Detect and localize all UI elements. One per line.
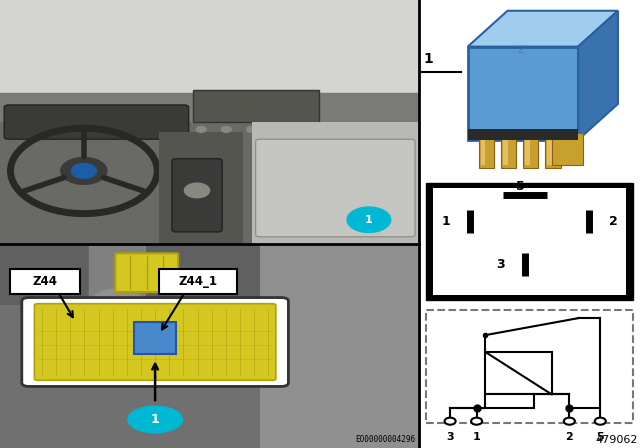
FancyBboxPatch shape [0, 0, 419, 244]
FancyBboxPatch shape [159, 132, 243, 244]
Text: 1: 1 [473, 432, 481, 442]
FancyBboxPatch shape [545, 133, 561, 168]
Text: 5: 5 [516, 181, 525, 194]
Circle shape [471, 418, 482, 425]
Circle shape [71, 164, 97, 178]
FancyBboxPatch shape [547, 136, 552, 165]
Text: 2: 2 [566, 432, 573, 442]
FancyBboxPatch shape [4, 105, 189, 139]
FancyBboxPatch shape [433, 189, 626, 295]
FancyBboxPatch shape [501, 133, 516, 168]
Text: 1: 1 [424, 52, 433, 66]
FancyBboxPatch shape [523, 133, 538, 168]
Circle shape [445, 418, 456, 425]
FancyBboxPatch shape [172, 159, 222, 232]
Text: 1: 1 [151, 413, 159, 426]
Circle shape [221, 126, 232, 132]
FancyBboxPatch shape [468, 47, 578, 140]
FancyBboxPatch shape [503, 136, 508, 165]
Circle shape [61, 158, 107, 184]
Text: Z: Z [518, 46, 524, 55]
Circle shape [595, 418, 606, 425]
FancyBboxPatch shape [479, 133, 494, 168]
FancyBboxPatch shape [88, 242, 147, 328]
Text: Z44_1: Z44_1 [179, 275, 218, 288]
FancyBboxPatch shape [0, 244, 419, 448]
FancyBboxPatch shape [486, 394, 534, 409]
FancyBboxPatch shape [481, 136, 486, 165]
Text: Z44: Z44 [33, 275, 58, 288]
Text: 1: 1 [365, 215, 372, 225]
Circle shape [297, 126, 307, 132]
FancyBboxPatch shape [260, 244, 419, 448]
FancyBboxPatch shape [159, 269, 237, 294]
Text: 2: 2 [609, 215, 618, 228]
Text: 5: 5 [596, 432, 604, 442]
FancyBboxPatch shape [426, 183, 634, 301]
Polygon shape [468, 11, 618, 47]
Circle shape [564, 418, 575, 425]
FancyBboxPatch shape [10, 269, 79, 294]
Text: 1: 1 [442, 215, 450, 228]
FancyBboxPatch shape [486, 352, 552, 394]
Circle shape [128, 406, 182, 433]
FancyBboxPatch shape [252, 122, 419, 244]
FancyBboxPatch shape [115, 253, 178, 292]
Circle shape [271, 126, 282, 132]
Polygon shape [0, 93, 419, 132]
Circle shape [184, 183, 210, 198]
Text: 3: 3 [497, 258, 505, 271]
Circle shape [246, 126, 257, 132]
FancyBboxPatch shape [193, 90, 319, 122]
Polygon shape [578, 11, 618, 140]
FancyBboxPatch shape [0, 244, 260, 306]
FancyBboxPatch shape [35, 304, 276, 380]
Text: EO00000004296: EO00000004296 [355, 435, 415, 444]
FancyBboxPatch shape [256, 139, 415, 237]
Circle shape [347, 207, 390, 233]
Text: 479062: 479062 [595, 435, 638, 445]
FancyBboxPatch shape [0, 122, 419, 244]
Circle shape [196, 126, 206, 132]
FancyBboxPatch shape [552, 133, 582, 165]
Text: 3: 3 [446, 432, 454, 442]
FancyBboxPatch shape [134, 322, 176, 354]
FancyBboxPatch shape [525, 136, 530, 165]
FancyBboxPatch shape [468, 129, 578, 140]
FancyBboxPatch shape [0, 0, 419, 93]
Circle shape [92, 289, 143, 314]
FancyBboxPatch shape [22, 297, 289, 387]
